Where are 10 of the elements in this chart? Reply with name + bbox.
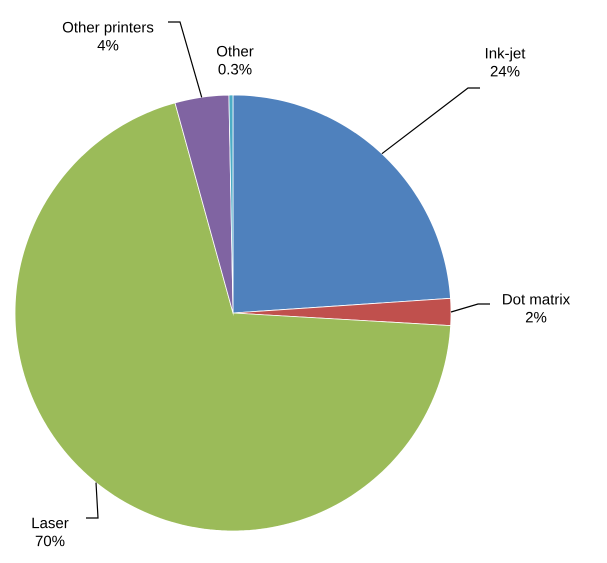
slice-label: Laser bbox=[32, 518, 68, 528]
data-label: 24% bbox=[490, 66, 520, 76]
data-label: 4% bbox=[98, 40, 118, 50]
slice-label: Ink-jet bbox=[486, 48, 526, 62]
slice-label: Other bbox=[216, 45, 254, 56]
data-label: 2% bbox=[526, 312, 546, 322]
slice-label: Dot matrix bbox=[503, 294, 570, 305]
slice-label: Other printers bbox=[62, 22, 154, 36]
data-label: 0.3% bbox=[218, 64, 252, 74]
data-label: 70% bbox=[36, 536, 64, 546]
